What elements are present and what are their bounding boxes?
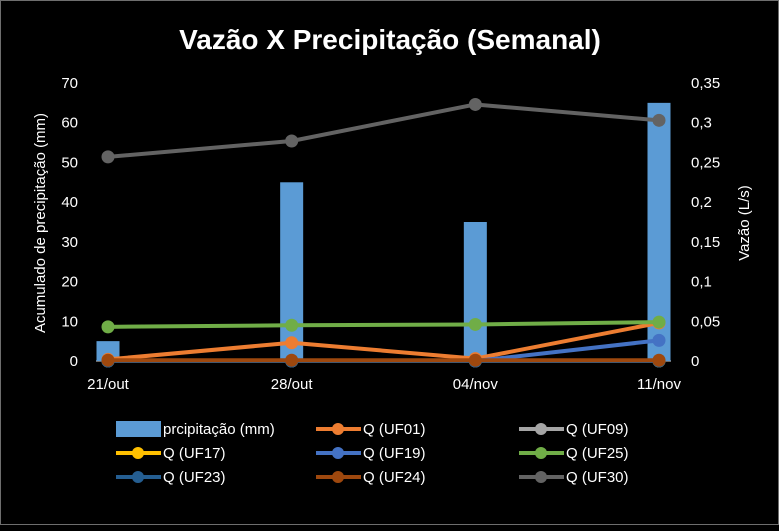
x-tick-label: 04/nov	[453, 376, 499, 393]
y-left-tick-label: 40	[61, 194, 78, 211]
legend-swatch-marker	[535, 471, 547, 483]
series-line	[107, 102, 660, 159]
bar-precipitacao	[280, 182, 304, 361]
legend-label: Q (UF01)	[363, 421, 426, 438]
legend-label: prcipitação (mm)	[163, 421, 275, 438]
series-point	[468, 317, 482, 331]
series-point	[285, 336, 299, 350]
legend-swatch-marker	[332, 447, 344, 459]
legend-swatch-marker	[332, 471, 344, 483]
series-point	[468, 97, 482, 111]
x-tick-label: 21/out	[87, 376, 130, 393]
legend: prcipitação (mm) Q (UF01) Q (UF09) Q (UF17)…	[116, 421, 629, 486]
lines	[101, 97, 666, 368]
legend-swatch-marker	[535, 447, 547, 459]
legend-swatch-bar	[116, 421, 161, 437]
y-left-tick-label: 60	[61, 115, 78, 132]
legend-label: Q (UF24)	[363, 469, 426, 486]
bar-precipitacao	[96, 341, 120, 361]
legend-swatch-marker	[332, 423, 344, 435]
series-line	[107, 320, 660, 329]
legend-swatch-marker	[132, 447, 144, 459]
series-point	[101, 353, 115, 367]
y-right-tick-label: 0,3	[691, 115, 712, 132]
y-left-tick-label: 0	[70, 353, 78, 370]
y-right-tick-label: 0,15	[691, 234, 720, 251]
series-point	[101, 150, 115, 164]
y-right-tick-label: 0	[691, 353, 699, 370]
y-left-tick-label: 30	[61, 234, 78, 251]
series-point	[101, 320, 115, 334]
series-point	[468, 353, 482, 367]
series-point	[652, 113, 666, 127]
legend-label: Q (UF17)	[163, 445, 226, 462]
series-point	[652, 353, 666, 367]
x-tick-label: 11/nov	[637, 376, 681, 393]
series-point	[652, 333, 666, 347]
series-line	[107, 320, 660, 362]
y-left-tick-label: 20	[61, 274, 78, 291]
legend-swatch-marker	[535, 423, 547, 435]
series-point	[285, 134, 299, 148]
legend-label: Q (UF09)	[566, 421, 629, 438]
legend-swatch-marker	[132, 471, 144, 483]
y-left-axis-label: Acumulado de precipitação (mm)	[32, 113, 49, 333]
y-right-tick-label: 0,25	[691, 154, 720, 171]
y-right-tick-label: 0,2	[691, 194, 712, 211]
legend-label: Q (UF23)	[163, 469, 226, 486]
y-right-tick-label: 0,1	[691, 274, 712, 291]
series-point	[652, 315, 666, 329]
series-point	[285, 318, 299, 332]
legend-label: Q (UF19)	[363, 445, 426, 462]
y-left-tick-label: 70	[61, 75, 78, 92]
y-right-tick-label: 0,05	[691, 313, 720, 330]
y-left-tick-label: 50	[61, 154, 78, 171]
bar-precipitacao	[463, 222, 487, 361]
axes: 0 10 20 30 40 50 60 70 0 0,05 0,1 0,15 0,2 0,25 0,3 0,3…	[32, 75, 753, 393]
y-left-tick-label: 10	[61, 313, 78, 330]
bar-precipitacao	[647, 102, 671, 361]
series-point	[285, 353, 299, 367]
y-right-tick-label: 0,35	[691, 75, 720, 92]
legend-label: Q (UF25)	[566, 445, 629, 462]
x-tick-label: 28/out	[271, 376, 314, 393]
legend-label: Q (UF30)	[566, 469, 629, 486]
chart-title: Vazão X Precipitação (Semanal)	[179, 24, 601, 55]
y-right-axis-label: Vazão (L/s)	[736, 185, 753, 261]
